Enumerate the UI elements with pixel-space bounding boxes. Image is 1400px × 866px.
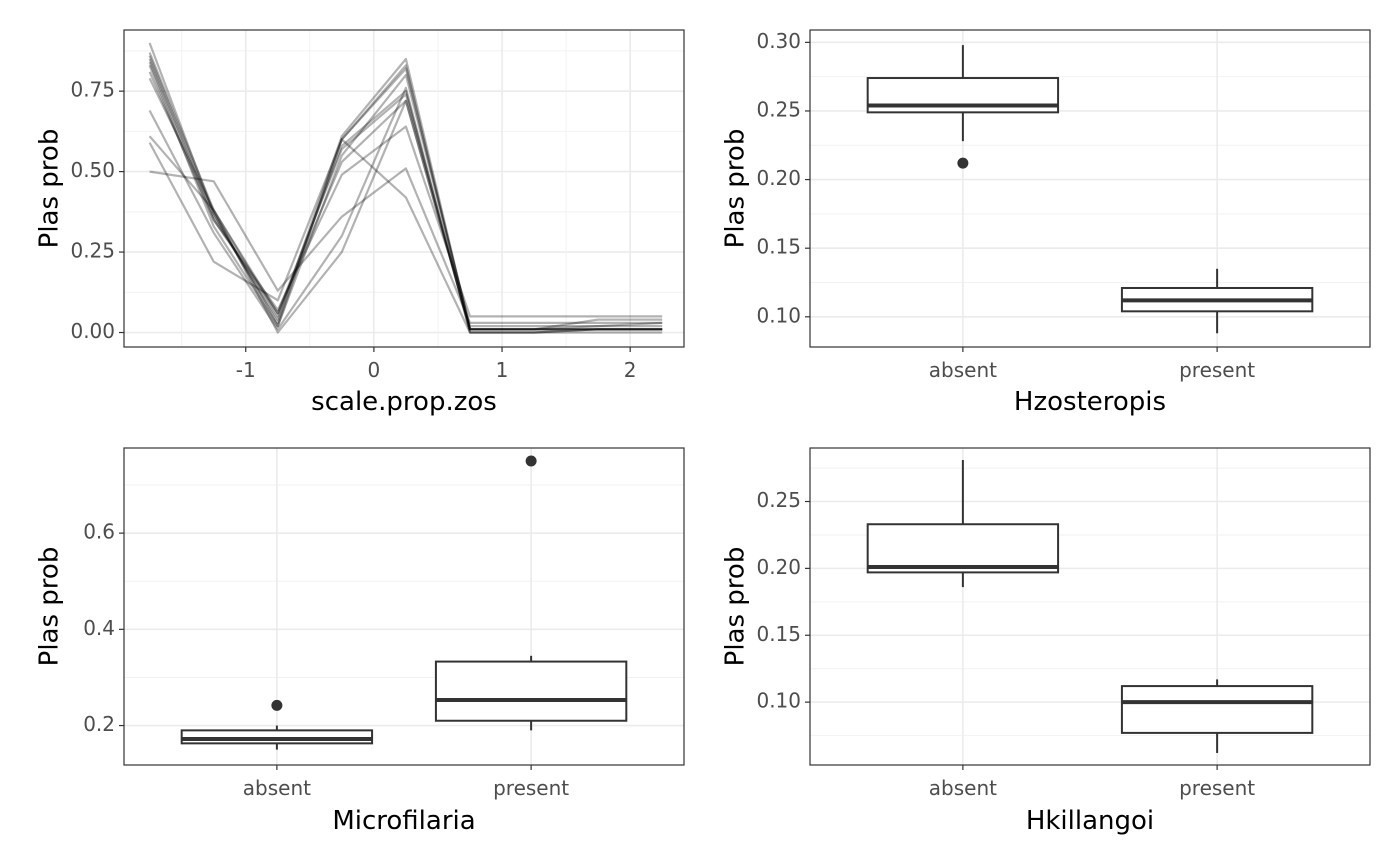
panel2-boxes: [866, 45, 1314, 334]
panel1-series-line-11: [148, 55, 663, 331]
panel3-frame: [123, 447, 685, 766]
panel1-series-line-5: [148, 71, 663, 318]
panel2-ticks: 0.10 0.15 0.20 0.25 0.30 absent present: [756, 29, 1255, 382]
panel4-ticks: 0.10 0.15 0.20 0.25 absent present: [756, 488, 1255, 800]
panel1-y-tick-label: 0.25: [70, 239, 115, 263]
panel2-y-tick-label: 0.20: [756, 166, 801, 190]
panel3-boxes: [180, 455, 628, 750]
panel3-x-tick-label-present: present: [493, 776, 569, 800]
panel3-box-absent: [180, 729, 374, 745]
panel3-outlier-absent-1: [271, 699, 283, 711]
panel4-x-axis-title: Hkillangoi: [1026, 806, 1154, 836]
panel3-y-tick-label: 0.2: [83, 712, 115, 736]
panel3-y-tick-label: 0.4: [83, 616, 115, 640]
panel1-series-line-9: [148, 138, 663, 334]
panel4-x-tick-label-present: present: [1179, 776, 1255, 800]
panel2-outlier-absent-1: [957, 157, 969, 169]
panel1-x-tick-label: 2: [624, 358, 637, 382]
panel1-lines: [148, 42, 663, 334]
panel4-x-tick-label-absent: absent: [929, 776, 997, 800]
panel1-x-axis-title: scale.prop.zos: [311, 387, 497, 417]
panel2-x-axis-title: Hzosteropis: [1014, 387, 1166, 417]
panel4-y-axis-title: Plas prob: [721, 547, 751, 667]
panel1-x-tick-label: -1: [236, 358, 256, 382]
panel1-series-line-1: [148, 42, 663, 331]
panel1-x-tick-label: 1: [496, 358, 509, 382]
panel3-box-present: [434, 660, 628, 722]
panel1-y-tick-label: 0.50: [70, 158, 115, 182]
panel2-x-tick-label-absent: absent: [929, 358, 997, 382]
panel1-y-tick-label: 0.00: [70, 319, 115, 343]
panel1-ticks: 0.00 0.25 0.50 0.75 -1 0 1 2: [70, 78, 636, 382]
panel4-box-present: [1120, 685, 1314, 734]
panel2-y-tick-label: 0.25: [756, 97, 801, 121]
panel2-y-tick-label: 0.10: [756, 303, 801, 327]
panel-box-microfilaria: 0.2 0.4 0.6 absent present Microfilaria Plas…: [35, 447, 685, 836]
panel-line-scale-prop-zos: 0.00 0.25 0.50 0.75 -1 0 1 2 scale.prop.zos Pla…: [35, 29, 685, 417]
panel2-y-tick-label: 0.30: [756, 29, 801, 53]
panel1-frame: [123, 29, 685, 348]
panel1-series-line-4: [148, 64, 663, 328]
panel1-series-line-8: [148, 99, 663, 334]
panel1-series-line-2: [148, 52, 663, 334]
panel1-y-axis-title: Plas prob: [35, 129, 65, 249]
panel3-y-tick-label: 0.6: [83, 520, 115, 544]
panel3-x-axis-title: Microfilaria: [332, 806, 475, 836]
panel2-frame: [809, 29, 1371, 348]
panel4-y-tick-label: 0.15: [756, 622, 801, 646]
panel3-x-tick-label-absent: absent: [243, 776, 311, 800]
panel3-y-axis-title: Plas prob: [35, 547, 65, 667]
panel1-series-line-3: [148, 57, 663, 331]
panel1-series-line-12: [148, 61, 663, 331]
panel1-series-line-10: [149, 167, 663, 324]
panel1-grid: [124, 30, 684, 347]
panel1-series-line-7: [148, 86, 663, 334]
panel3-ticks: 0.2 0.4 0.6 absent present: [83, 520, 569, 800]
panel-box-hkillangoi: 0.10 0.15 0.20 0.25 absent present Hkillangoi…: [721, 447, 1371, 836]
panel4-boxes: [866, 460, 1314, 753]
panel4-frame: [809, 447, 1371, 766]
panel2-x-tick-label-present: present: [1179, 358, 1255, 382]
panel2-y-tick-label: 0.15: [756, 235, 801, 259]
panel-box-hzosteropis: 0.10 0.15 0.20 0.25 0.30 absent present Hzoste…: [721, 29, 1371, 417]
panel4-y-tick-label: 0.20: [756, 555, 801, 579]
panel1-x-tick-label: 0: [368, 358, 381, 382]
panel4-box-absent: [866, 523, 1060, 574]
panel4-y-tick-label: 0.10: [756, 689, 801, 713]
panel1-y-tick-label: 0.75: [70, 78, 115, 102]
panel3-outlier-present-1: [525, 455, 537, 467]
panel4-y-tick-label: 0.25: [756, 488, 801, 512]
panel3-grid: [124, 448, 684, 765]
panel2-y-axis-title: Plas prob: [721, 129, 751, 249]
panel1-series-line-6: [148, 77, 663, 331]
